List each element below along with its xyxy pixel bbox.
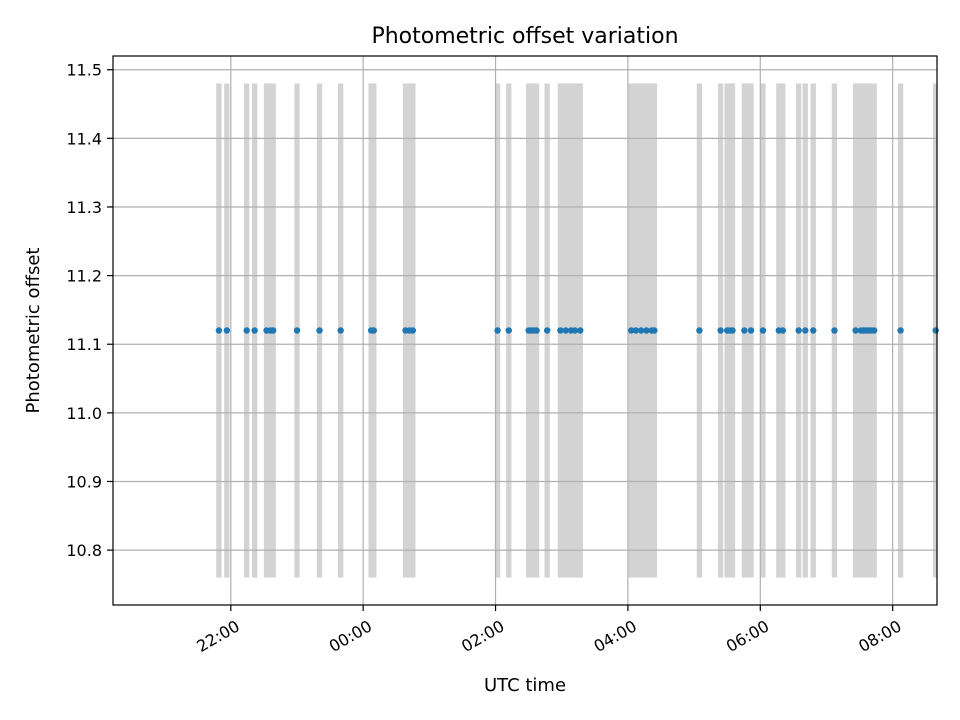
data-point <box>293 327 301 334</box>
y-tick-label: 11.5 <box>66 61 102 80</box>
data-point <box>779 327 786 334</box>
data-point <box>628 327 635 334</box>
data-point <box>696 327 703 334</box>
x-tick-label: 04:00 <box>590 616 639 656</box>
x-tick-label: 00:00 <box>326 616 375 656</box>
data-point <box>759 327 767 334</box>
data-point <box>577 327 584 334</box>
data-point <box>243 327 250 334</box>
x-tick-label: 08:00 <box>855 616 904 656</box>
y-tick-label: 11.2 <box>66 267 102 286</box>
y-tick-label: 10.9 <box>66 472 102 491</box>
data-point <box>802 327 809 334</box>
data-point <box>543 327 551 334</box>
data-point <box>505 327 512 334</box>
data-point <box>897 327 904 334</box>
points-layer <box>215 327 939 334</box>
data-point <box>370 327 377 334</box>
data-point <box>717 327 724 334</box>
data-point <box>729 327 736 334</box>
data-point <box>632 327 640 334</box>
data-point <box>557 327 564 334</box>
data-point <box>533 327 540 334</box>
data-point <box>562 327 569 334</box>
data-point <box>223 327 231 334</box>
x-axis: 22:00 00:00 02:00 04:00 06:00 08:00 <box>193 605 905 656</box>
data-point <box>831 327 838 334</box>
x-axis-label: UTC time <box>484 675 566 696</box>
plot-frame <box>112 55 938 606</box>
data-point <box>870 327 878 334</box>
y-axis: 10.8 10.9 11.0 11.1 11.2 11.3 11.4 11.5 <box>66 61 113 560</box>
data-point <box>747 327 755 334</box>
data-point <box>494 327 501 334</box>
y-tick-label: 11.1 <box>66 335 102 354</box>
gray-band <box>741 83 754 578</box>
y-tick-label: 10.8 <box>66 541 102 560</box>
x-tick-label: 02:00 <box>458 616 507 656</box>
y-tick-label: 11.0 <box>66 404 102 423</box>
y-axis-label: Photometric offset <box>23 248 44 414</box>
data-point <box>269 327 277 334</box>
data-point <box>932 327 939 334</box>
data-point <box>852 327 859 334</box>
grid-layer <box>113 56 937 605</box>
data-point <box>637 327 645 334</box>
x-tick-label: 06:00 <box>723 616 772 656</box>
y-tick-label: 11.3 <box>66 198 102 217</box>
data-point <box>409 327 417 334</box>
data-point <box>795 327 802 334</box>
data-point <box>810 327 817 334</box>
data-point <box>643 327 650 334</box>
data-point <box>651 327 658 334</box>
data-point <box>741 327 748 334</box>
chart-title: Photometric offset variation <box>371 24 678 49</box>
data-point <box>316 327 323 334</box>
x-tick-label: 22:00 <box>193 616 242 656</box>
y-tick-label: 11.4 <box>66 129 102 148</box>
data-point <box>571 327 579 334</box>
data-point <box>337 327 344 334</box>
data-point <box>215 327 223 334</box>
data-point <box>251 327 258 334</box>
